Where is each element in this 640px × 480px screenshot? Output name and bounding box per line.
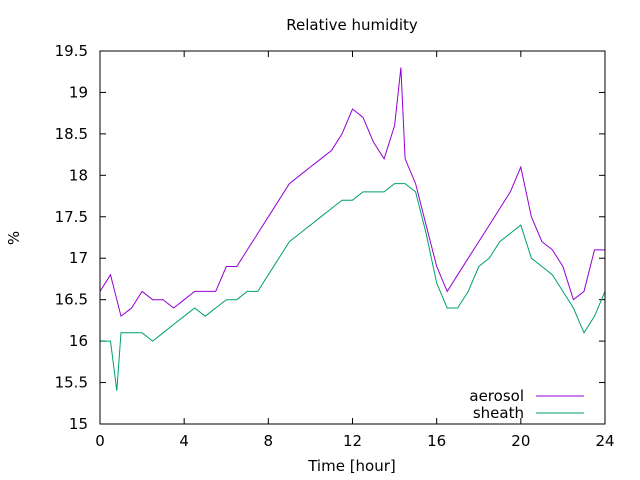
y-tick-label: 18	[69, 166, 88, 184]
y-tick-label: 16	[69, 332, 88, 350]
x-tick-label: 24	[595, 432, 614, 450]
series-line-aerosol	[99, 67, 605, 318]
plot-frame	[99, 50, 606, 425]
series-line-sheath	[100, 183, 606, 391]
y-axis-label: %	[5, 231, 23, 245]
y-tick-label: 17.5	[55, 208, 88, 226]
y-tick-label: 16.5	[55, 291, 88, 309]
y-tick-label: 19	[69, 83, 88, 101]
y-tick-label: 18.5	[55, 125, 88, 143]
x-tick-label: 8	[264, 432, 274, 450]
y-tick-label: 17	[69, 249, 88, 267]
series-group	[99, 67, 606, 391]
axis-ticks: 0 4 8 12 16 20 24 15 15.5 16 16.5 17 17.5 18 18.5 19 19.…	[55, 42, 615, 450]
chart-title: Relative humidity	[286, 16, 418, 34]
legend-label-sheath: sheath	[473, 404, 524, 422]
x-tick-label: 20	[511, 432, 530, 450]
x-tick-label: 12	[343, 432, 362, 450]
y-tick-label: 15	[69, 415, 88, 433]
y-tick-label: 19.5	[55, 42, 88, 60]
x-axis-label: Time [hour]	[307, 457, 396, 475]
x-tick-label: 0	[95, 432, 105, 450]
x-tick-label: 4	[179, 432, 189, 450]
x-tick-label: 16	[427, 432, 446, 450]
legend-label-aerosol: aerosol	[469, 387, 524, 405]
y-tick-label: 15.5	[55, 374, 88, 392]
